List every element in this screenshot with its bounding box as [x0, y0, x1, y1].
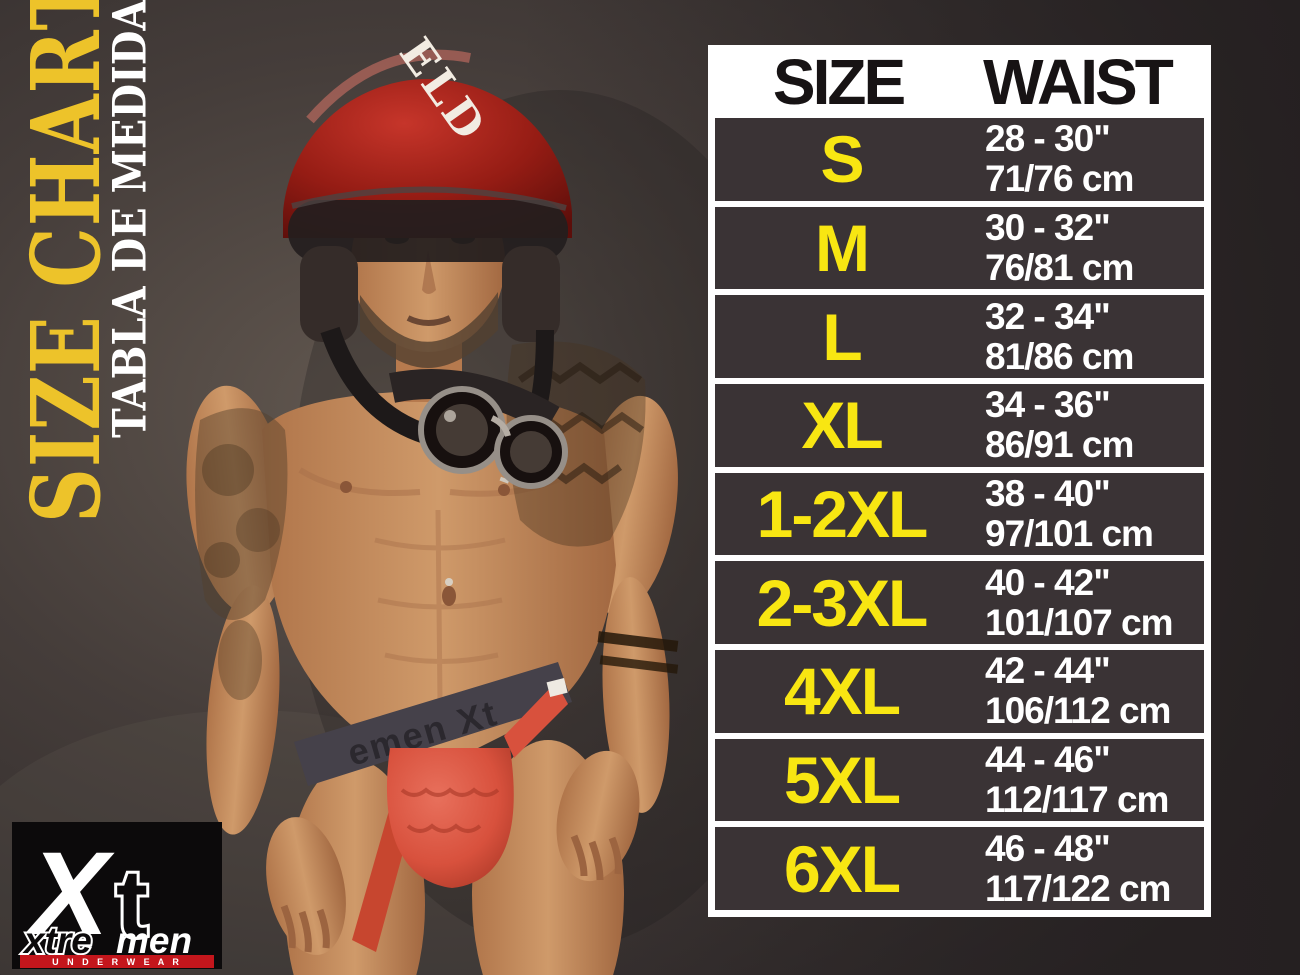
size-cell: S: [820, 122, 864, 197]
waist-inches: 30 - 32": [985, 207, 1111, 248]
size-cell: L: [822, 299, 862, 374]
waist-inches: 44 - 46": [985, 739, 1111, 781]
table-row: XL 34 - 36" 86/91 cm: [715, 384, 1204, 467]
waist-cm: 117/122 cm: [985, 867, 1171, 909]
poster-title-spanish: TABLA DE MEDIDAS: [102, 0, 157, 438]
table-row: M 30 - 32" 76/81 cm: [715, 206, 1204, 290]
waist-cm: 71/76 cm: [985, 158, 1134, 200]
waist-cell: 40 - 42" 101/107 cm: [968, 561, 1204, 643]
waist-cm: 101/107 cm: [985, 601, 1174, 643]
waist-cell: 32 - 34" 81/86 cm: [968, 295, 1204, 377]
size-cell: 1-2XL: [756, 477, 929, 552]
size-cell: 4XL: [783, 654, 901, 729]
model-illustration: ELD emen Xt: [186, 29, 679, 975]
logo-name-men: men: [116, 920, 192, 961]
waist-cell: 34 - 36" 86/91 cm: [968, 385, 1204, 465]
brand-logo: X t xtre men U N D E R W E A R: [12, 822, 222, 969]
size-cell: 6XL: [783, 831, 901, 906]
size-cell: 2-3XL: [756, 565, 929, 640]
logo-monogram-t: t: [116, 850, 148, 957]
table-row: 4XL 42 - 44" 106/112 cm: [715, 650, 1204, 733]
waist-inches: 32 - 34": [985, 295, 1111, 337]
waist-cm: 76/81 cm: [985, 247, 1134, 288]
waist-cm: 106/112 cm: [985, 690, 1171, 732]
header-size: SIZE: [772, 45, 906, 118]
table-row: 5XL 44 - 46" 112/117 cm: [715, 738, 1204, 822]
waist-cell: 42 - 44" 106/112 cm: [968, 651, 1204, 731]
waist-inches: 42 - 44": [985, 650, 1111, 692]
goggles: [320, 326, 568, 489]
table-row: 1-2XL 38 - 40" 97/101 cm: [715, 472, 1204, 556]
waist-cell: 46 - 48" 117/122 cm: [968, 827, 1204, 909]
size-cell: XL: [801, 388, 883, 463]
table-row: S 28 - 30" 71/76 cm: [715, 118, 1204, 201]
logo-tagline: U N D E R W E A R: [52, 957, 182, 967]
logo-monogram-x: X: [24, 828, 115, 960]
size-cell: M: [815, 211, 870, 285]
table-row: 2-3XL 40 - 42" 101/107 cm: [715, 561, 1204, 645]
waist-cm: 97/101 cm: [985, 513, 1154, 555]
waist-cm: 86/91 cm: [985, 424, 1134, 466]
logo-underwear-bar: [20, 955, 214, 968]
waist-cm: 81/86 cm: [985, 335, 1134, 377]
waist-inches: 38 - 40": [985, 473, 1111, 515]
size-cell: 5XL: [783, 743, 901, 818]
hands: [266, 750, 640, 955]
waist-cell: 30 - 32" 76/81 cm: [968, 208, 1204, 288]
waist-cm: 112/117 cm: [985, 779, 1169, 821]
waist-inches: 28 - 30": [985, 118, 1111, 160]
size-table: SIZE WAIST S 28 - 30" 71/76 cm M 30 - 32…: [708, 45, 1211, 917]
waist-cell: 28 - 30" 71/76 cm: [968, 119, 1204, 199]
header-waist: WAIST: [983, 45, 1174, 118]
size-table-header: SIZE WAIST: [708, 45, 1211, 118]
waist-inches: 46 - 48": [985, 827, 1111, 869]
size-table-rows: S 28 - 30" 71/76 cm M 30 - 32" 76/81 cm …: [708, 118, 1211, 917]
table-row: L 32 - 34" 81/86 cm: [715, 295, 1204, 379]
table-row: 6XL 46 - 48" 117/122 cm: [715, 827, 1204, 911]
waist-inches: 40 - 42": [985, 561, 1111, 603]
waist-inches: 34 - 36": [985, 384, 1111, 426]
logo-name-xtre: xtre: [22, 920, 92, 961]
waist-cell: 44 - 46" 112/117 cm: [968, 740, 1204, 820]
waist-cell: 38 - 40" 97/101 cm: [968, 474, 1204, 554]
red-helmet: ELD: [283, 29, 572, 342]
